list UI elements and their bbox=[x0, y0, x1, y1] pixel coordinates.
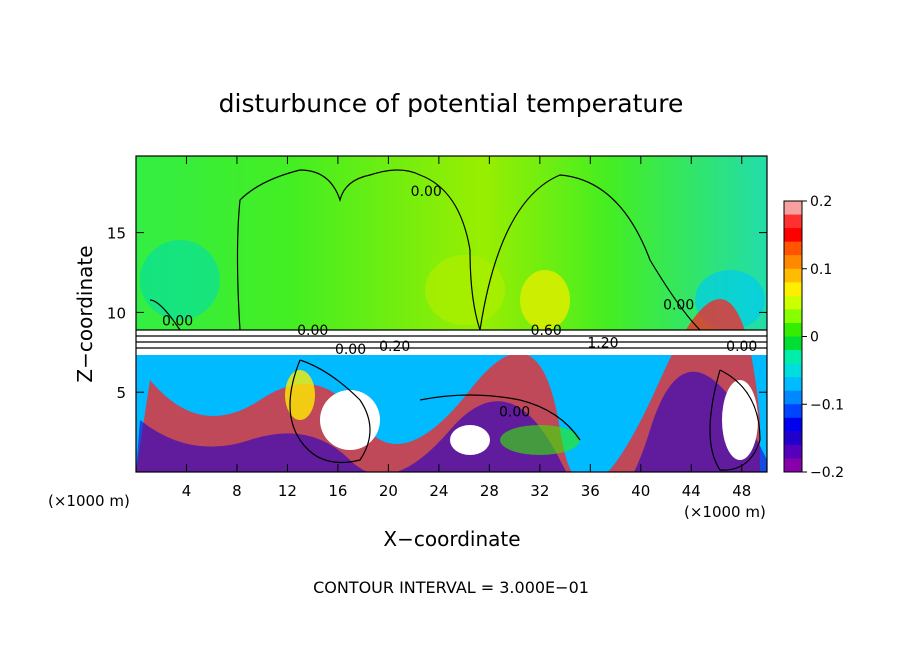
colorbar-swatch bbox=[784, 377, 802, 392]
chart-title: disturbunce of potential temperature bbox=[219, 89, 684, 118]
colorbar-swatch bbox=[784, 214, 802, 229]
y-axis-label: Z−coordinate bbox=[73, 245, 97, 382]
x-axis-ticks: 4 8 12 16 20 24 28 32 36 40 44 48 bbox=[182, 156, 751, 500]
colorbar-tick-label: 0.1 bbox=[810, 262, 832, 278]
white-cell bbox=[320, 390, 380, 450]
x-tick-label: 40 bbox=[631, 482, 650, 500]
colorbar-swatch bbox=[784, 201, 802, 216]
contour-label: 0.00 bbox=[663, 297, 694, 313]
colorbar-swatch bbox=[784, 350, 802, 365]
x-tick-label: 32 bbox=[530, 482, 549, 500]
colorbar-swatch bbox=[784, 444, 802, 459]
colorbar-tick-label: 0.2 bbox=[810, 194, 832, 210]
contour-label: 0.60 bbox=[531, 323, 562, 339]
colorbar-swatch bbox=[784, 255, 802, 270]
cyan-patch bbox=[140, 240, 220, 320]
x-axis-label: X−coordinate bbox=[383, 527, 520, 551]
colorbar-swatch bbox=[784, 322, 802, 337]
x-tick-label: 48 bbox=[732, 482, 751, 500]
colorbar bbox=[784, 201, 802, 473]
colorbar-swatch bbox=[784, 458, 802, 473]
contour-label: 0.00 bbox=[726, 339, 757, 355]
colorbar-swatch bbox=[784, 268, 802, 283]
colorbar-swatch bbox=[784, 390, 802, 405]
y-tick-label: 15 bbox=[107, 225, 126, 243]
contour-label: 0.00 bbox=[335, 342, 366, 358]
green-cell bbox=[500, 425, 580, 455]
x-tick-label: 16 bbox=[328, 482, 347, 500]
contour-label: 0.00 bbox=[499, 404, 530, 420]
contour-interval-note: CONTOUR INTERVAL = 3.000E−01 bbox=[313, 578, 589, 597]
colorbar-swatch bbox=[784, 363, 802, 378]
yellow-patch bbox=[425, 255, 505, 325]
y-tick-label: 10 bbox=[107, 304, 126, 322]
colorbar-swatch bbox=[784, 336, 802, 351]
colorbar-swatch bbox=[784, 404, 802, 419]
white-cell bbox=[722, 380, 758, 460]
x-tick-label: 44 bbox=[682, 482, 701, 500]
colorbar-swatch bbox=[784, 417, 802, 432]
x-tick-label: 36 bbox=[581, 482, 600, 500]
y-tick-label: 5 bbox=[116, 384, 126, 402]
plot-frame bbox=[135, 155, 768, 473]
colorbar-swatch bbox=[784, 309, 802, 324]
contour-label: 1.20 bbox=[587, 336, 618, 352]
yellow-patch bbox=[520, 270, 570, 330]
yellow-cell bbox=[285, 370, 315, 420]
x-unit-right: (×1000 m) bbox=[684, 503, 766, 521]
colorbar-ticks: 0.2 0.1 0 −0.1 −0.2 bbox=[802, 194, 844, 481]
cool-band bbox=[136, 371, 767, 472]
colorbar-swatch bbox=[784, 431, 802, 446]
contour-label: 0.00 bbox=[411, 184, 442, 200]
colorbar-swatch bbox=[784, 228, 802, 243]
colorbar-tick-label: −0.2 bbox=[810, 465, 844, 481]
contour-label: 0.00 bbox=[162, 313, 193, 329]
x-tick-label: 12 bbox=[278, 482, 297, 500]
contour-labels: 0.00 0.00 0.00 0.00 0.60 0.00 0.20 1.20 0.00 0.00 bbox=[162, 184, 757, 420]
colorbar-tick-label: −0.1 bbox=[810, 397, 844, 413]
x-tick-label: 20 bbox=[379, 482, 398, 500]
x-tick-label: 24 bbox=[429, 482, 448, 500]
contour-label: 0.20 bbox=[379, 339, 410, 355]
contour-label: 0.00 bbox=[297, 323, 328, 339]
x-tick-label: 4 bbox=[182, 482, 192, 500]
contour-lines bbox=[136, 169, 767, 471]
white-cell bbox=[450, 425, 490, 455]
colorbar-swatch bbox=[784, 295, 802, 310]
colorbar-tick-label: 0 bbox=[810, 330, 819, 346]
x-unit-left: (×1000 m) bbox=[48, 492, 130, 510]
plot-area: 0.00 0.00 0.00 0.00 0.60 0.00 0.20 1.20 0.00 0.00 bbox=[136, 156, 767, 472]
warm-band bbox=[136, 299, 760, 472]
y-axis-ticks: 5 10 15 bbox=[107, 225, 767, 402]
colorbar-swatch bbox=[784, 241, 802, 256]
x-tick-label: 28 bbox=[480, 482, 499, 500]
colorbar-swatch bbox=[784, 282, 802, 297]
x-tick-label: 8 bbox=[232, 482, 242, 500]
